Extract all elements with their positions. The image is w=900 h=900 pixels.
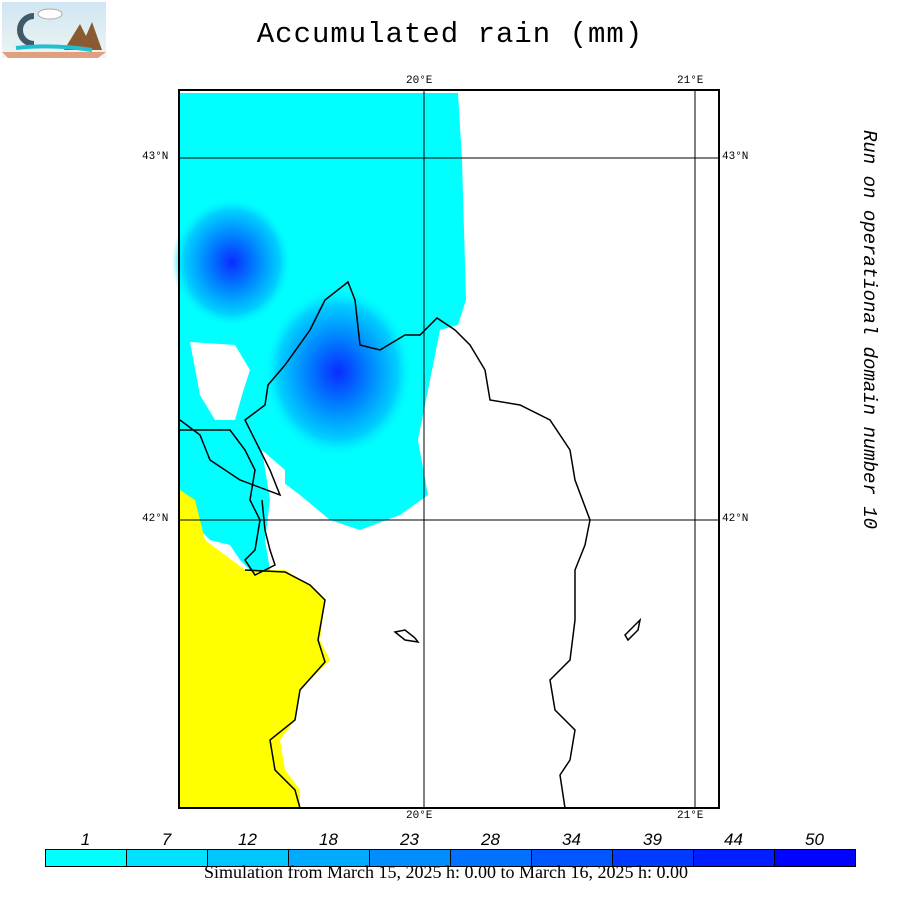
lat-label-left-43: 43°N: [142, 151, 169, 163]
land-mask: [180, 490, 330, 808]
legend-value: 1: [80, 830, 91, 849]
lat-label-left-42: 42°N: [142, 513, 169, 525]
legend-color-box: [774, 849, 856, 867]
borders: [179, 280, 642, 809]
run-caption: Run on operational domain number 10: [858, 130, 880, 530]
map-frame: [178, 89, 720, 809]
rain-field: [172, 93, 466, 575]
chym-logo: [2, 2, 106, 58]
lon-label-bottom-21: 21°E: [677, 810, 704, 822]
legend-value: 39: [643, 830, 662, 849]
legend-value: 12: [238, 830, 257, 849]
legend-value: 34: [562, 830, 581, 849]
legend-value: 44: [724, 830, 743, 849]
legend-value: 23: [400, 830, 419, 849]
lon-label-top-21: 21°E: [677, 75, 704, 87]
legend-value: 50: [805, 830, 824, 849]
lat-label-right-42: 42°N: [722, 513, 749, 525]
lon-label-bottom-20: 20°E: [406, 810, 433, 822]
legend-value: 18: [319, 830, 338, 849]
graticule: [180, 90, 719, 808]
simulation-period: Simulation from March 15, 2025 h: 0.00 t…: [204, 862, 688, 882]
lon-label-top-20: 20°E: [406, 75, 433, 87]
lat-label-right-43: 43°N: [722, 151, 749, 163]
legend-value: 28: [481, 830, 500, 849]
map-title: Accumulated rain (mm): [256, 18, 644, 51]
legend-value: 7: [161, 830, 172, 849]
